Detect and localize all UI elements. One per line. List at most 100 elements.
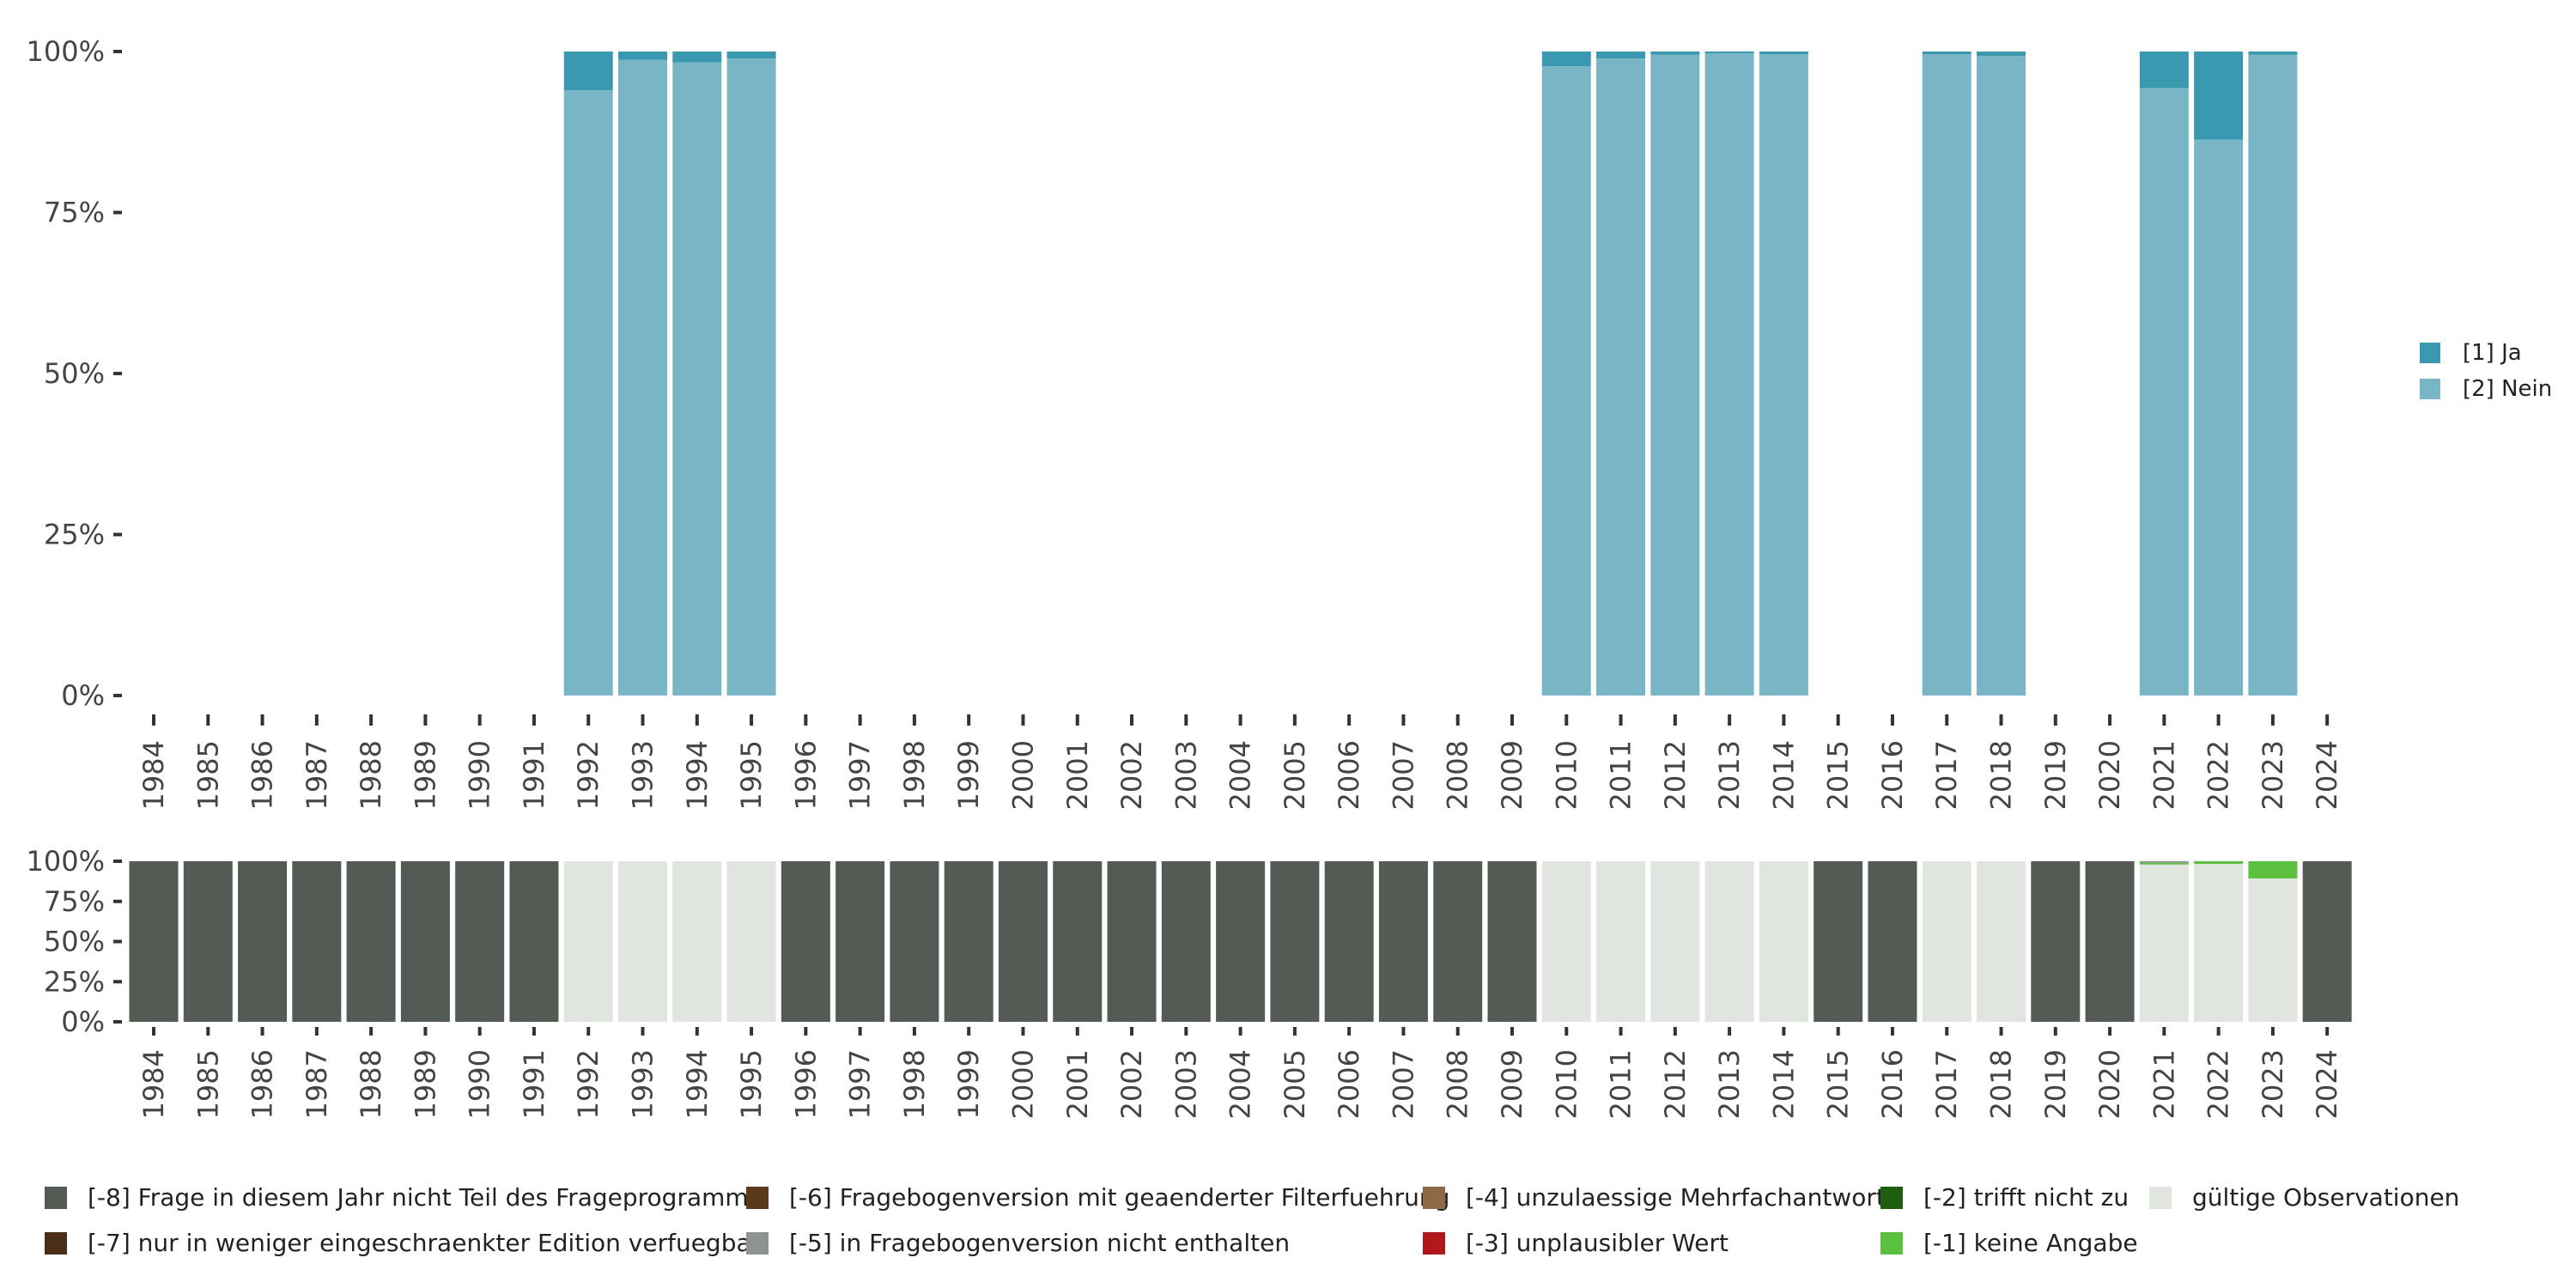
x-tick-label: 1984 bbox=[137, 740, 170, 810]
x-tick-label: 2018 bbox=[1985, 740, 2018, 810]
bar-2022--1-ja bbox=[2194, 52, 2244, 140]
bar-2022--2-nein bbox=[2194, 139, 2244, 696]
x-tick-label: 2003 bbox=[1170, 740, 1202, 810]
bar-2023--1-ja bbox=[2248, 52, 2298, 55]
x-tick-label: 2010 bbox=[1550, 1049, 1583, 1119]
bar-2013--2-nein bbox=[1704, 53, 1754, 696]
legend-label: [-4] unzulaessige Mehrfachantwort bbox=[1466, 1183, 1886, 1212]
y-tick-label: 25% bbox=[44, 965, 105, 998]
bar-1993--2-nein bbox=[618, 59, 668, 696]
x-tick-label: 2018 bbox=[1985, 1049, 2018, 1119]
bar-1995-g-ltige-observationen bbox=[726, 861, 776, 1022]
bar-2019--8-frage-in-diesem-jahr-nicht-teil-des-frageprogramms bbox=[2031, 861, 2081, 1022]
x-tick-label: 2020 bbox=[2093, 740, 2126, 810]
bar-2001--8-frage-in-diesem-jahr-nicht-teil-des-frageprogramms bbox=[1053, 861, 1103, 1022]
x-tick-label: 1988 bbox=[355, 740, 387, 810]
legend-item: [1] Ja bbox=[2420, 340, 2522, 366]
bar-2014-g-ltige-observationen bbox=[1759, 861, 1808, 1022]
x-tick-label: 1991 bbox=[518, 1049, 550, 1119]
bar-2018--1-ja bbox=[1977, 52, 2026, 57]
x-tick-label: 2003 bbox=[1170, 1049, 1202, 1119]
x-tick-label: 2015 bbox=[1822, 1049, 1855, 1119]
bar-1995--2-nein bbox=[726, 58, 776, 696]
bar-2021--1-ja bbox=[2139, 52, 2189, 88]
x-tick-label: 2009 bbox=[1496, 1049, 1528, 1119]
x-tick-label: 2011 bbox=[1605, 740, 1637, 810]
bar-2011--1-ja bbox=[1596, 52, 1646, 59]
legend-item: gültige Observationen bbox=[2149, 1183, 2459, 1212]
x-tick-label: 1994 bbox=[681, 740, 714, 810]
x-tick-label: 2021 bbox=[2148, 1049, 2180, 1119]
legend-label: [-5] in Fragebogenversion nicht enthalte… bbox=[789, 1229, 1291, 1257]
legend-swatch bbox=[2420, 343, 2440, 363]
legend-label: [-2] trifft nicht zu bbox=[1923, 1183, 2129, 1212]
bar-2021--5-in-fragebogenversion-nicht-enthalten bbox=[2139, 861, 2189, 863]
bar-2018-g-ltige-observationen bbox=[1977, 861, 2026, 1022]
x-tick-label: 2024 bbox=[2311, 740, 2343, 810]
x-tick-label: 1987 bbox=[301, 740, 333, 810]
legend-label: [-7] nur in weniger eingeschraenkter Edi… bbox=[88, 1229, 762, 1257]
legend-label: [-1] keine Angabe bbox=[1923, 1229, 2138, 1257]
bar-2023--1-keine-angabe bbox=[2248, 861, 2298, 879]
legend-swatch bbox=[2420, 379, 2440, 399]
x-tick-label: 2022 bbox=[2202, 740, 2235, 810]
legend-item: [-8] Frage in diesem Jahr nicht Teil des… bbox=[45, 1183, 761, 1212]
bar-2020--8-frage-in-diesem-jahr-nicht-teil-des-frageprogramms bbox=[2085, 861, 2135, 1022]
bar-2005--8-frage-in-diesem-jahr-nicht-teil-des-frageprogramms bbox=[1270, 861, 1320, 1022]
x-tick-label: 2023 bbox=[2257, 740, 2289, 810]
bar-2008--8-frage-in-diesem-jahr-nicht-teil-des-frageprogramms bbox=[1433, 861, 1483, 1022]
bar-2023-g-ltige-observationen bbox=[2248, 878, 2298, 1022]
x-tick-label: 1988 bbox=[355, 1049, 387, 1119]
x-tick-label: 1987 bbox=[301, 1049, 333, 1119]
bar-1985--8-frage-in-diesem-jahr-nicht-teil-des-frageprogramms bbox=[183, 861, 233, 1022]
x-tick-label: 2004 bbox=[1224, 1049, 1257, 1119]
bar-1988--8-frage-in-diesem-jahr-nicht-teil-des-frageprogramms bbox=[346, 861, 396, 1022]
legend-item: [-4] unzulaessige Mehrfachantwort bbox=[1423, 1183, 1886, 1212]
y-tick-label: 0% bbox=[61, 1005, 105, 1038]
x-tick-label: 2024 bbox=[2311, 1049, 2343, 1119]
legend-label: [-6] Fragebogenversion mit geaenderter F… bbox=[789, 1183, 1450, 1212]
bar-2021--2-nein bbox=[2139, 88, 2189, 696]
x-tick-label: 2022 bbox=[2202, 1049, 2235, 1119]
bar-2003--8-frage-in-diesem-jahr-nicht-teil-des-frageprogramms bbox=[1161, 861, 1211, 1022]
y-tick-label: 100% bbox=[27, 35, 105, 68]
x-tick-label: 2006 bbox=[1333, 740, 1365, 810]
bar-2024--8-frage-in-diesem-jahr-nicht-teil-des-frageprogramms bbox=[2302, 861, 2352, 1022]
legend-swatch bbox=[746, 1186, 769, 1209]
bar-2017--1-ja bbox=[1922, 52, 1971, 54]
x-tick-label: 2021 bbox=[2148, 740, 2180, 810]
x-tick-label: 1989 bbox=[409, 1049, 441, 1119]
x-tick-label: 2004 bbox=[1224, 740, 1257, 810]
legend-item: [2] Nein bbox=[2420, 376, 2552, 402]
bar-2017-g-ltige-observationen bbox=[1922, 861, 1971, 1022]
x-tick-label: 1996 bbox=[789, 740, 822, 810]
bar-1984--8-frage-in-diesem-jahr-nicht-teil-des-frageprogramms bbox=[129, 861, 179, 1022]
bar-1992--1-ja bbox=[563, 52, 613, 90]
x-tick-label: 1985 bbox=[191, 740, 224, 810]
x-tick-label: 2010 bbox=[1550, 740, 1583, 810]
x-tick-label: 1999 bbox=[952, 740, 985, 810]
x-tick-label: 1998 bbox=[898, 740, 931, 810]
bar-2010--1-ja bbox=[1541, 52, 1591, 67]
x-tick-label: 2013 bbox=[1713, 1049, 1746, 1119]
x-tick-label: 2000 bbox=[1006, 740, 1039, 810]
x-tick-label: 1992 bbox=[572, 1049, 605, 1119]
bar-2021-g-ltige-observationen bbox=[2139, 864, 2189, 1022]
bar-1992--2-nein bbox=[563, 90, 613, 696]
bar-1997--8-frage-in-diesem-jahr-nicht-teil-des-frageprogramms bbox=[835, 861, 885, 1022]
y-tick-label: 0% bbox=[61, 679, 105, 712]
legend-label: [-3] unplausibler Wert bbox=[1466, 1229, 1728, 1257]
bar-1989--8-frage-in-diesem-jahr-nicht-teil-des-frageprogramms bbox=[400, 861, 450, 1022]
bar-2011--2-nein bbox=[1596, 58, 1646, 696]
legend-label: [2] Nein bbox=[2463, 376, 2553, 402]
top-chart: 0% 25% 50% 75% 100% 1984 1985 1986 1987 1988 1989 1… bbox=[27, 35, 2344, 810]
x-tick-label: 1997 bbox=[844, 1049, 877, 1119]
x-tick-label: 1996 bbox=[789, 1049, 822, 1119]
x-tick-label: 1991 bbox=[518, 740, 550, 810]
x-tick-label: 1997 bbox=[844, 740, 877, 810]
x-tick-label: 2014 bbox=[1767, 740, 1800, 810]
bar-1995--1-ja bbox=[726, 52, 776, 59]
bar-2002--8-frage-in-diesem-jahr-nicht-teil-des-frageprogramms bbox=[1107, 861, 1157, 1022]
legend-item: [-2] trifft nicht zu bbox=[1880, 1183, 2129, 1212]
y-tick-label: 50% bbox=[44, 357, 105, 390]
